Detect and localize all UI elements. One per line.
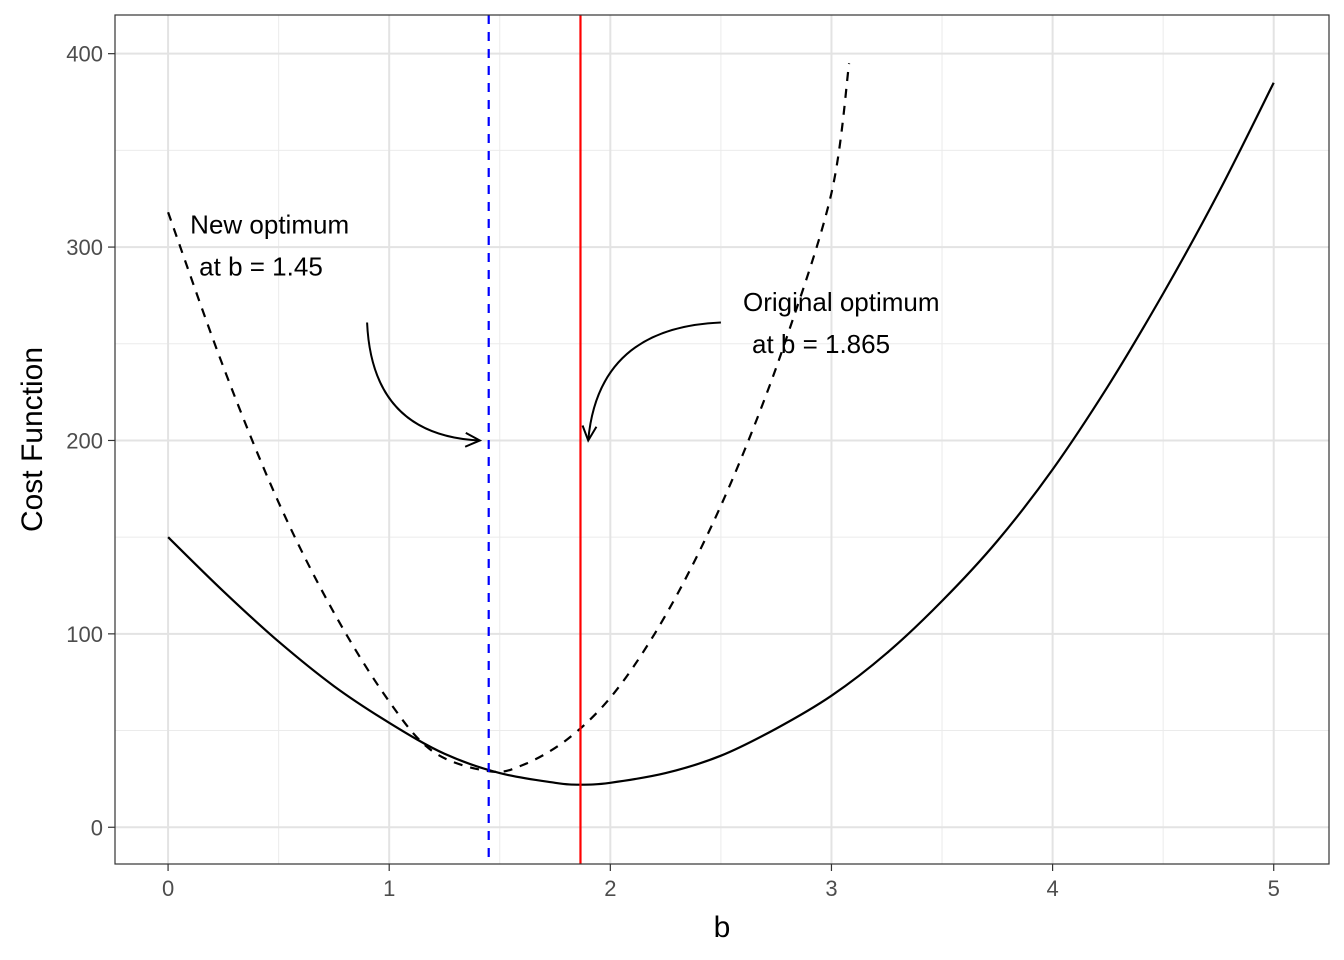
x-tick-label: 5 [1268,876,1280,901]
major-gridlines [115,15,1329,864]
optimum-lines [487,15,582,864]
arrow-head [581,425,598,443]
arrow-head [464,431,483,448]
solid-cost-curve [167,82,1275,786]
x-tick-label: 0 [162,876,174,901]
y-axis-title: Cost Function [16,347,49,532]
y-tick-label: 300 [66,235,103,260]
dashed-cost-curve [167,63,851,774]
y-tick-label: 0 [91,815,103,840]
y-tick-label: 200 [66,428,103,453]
x-tick-label: 3 [825,876,837,901]
new-optimum-label: New optimum at b = 1.45 [190,210,349,282]
x-tick-label: 1 [383,876,395,901]
original-optimum-label: Original optimum at b = 1.865 [743,287,940,359]
y-tick-label: 100 [66,622,103,647]
annotation-arrow [587,321,721,441]
x-axis-title: b [714,911,731,944]
y-axis: 0 100 200 300 400 [66,42,115,840]
x-tick-label: 2 [604,876,616,901]
x-axis: 0 1 2 3 4 5 [162,864,1280,901]
plot-panel-border [114,14,1330,865]
y-tick-label: 400 [66,42,103,67]
series-layer [167,63,1275,786]
annotations: New optimum at b = 1.45 Original optimum at… [190,210,940,448]
annotation-arrow [366,322,480,442]
x-tick-label: 4 [1046,876,1058,901]
